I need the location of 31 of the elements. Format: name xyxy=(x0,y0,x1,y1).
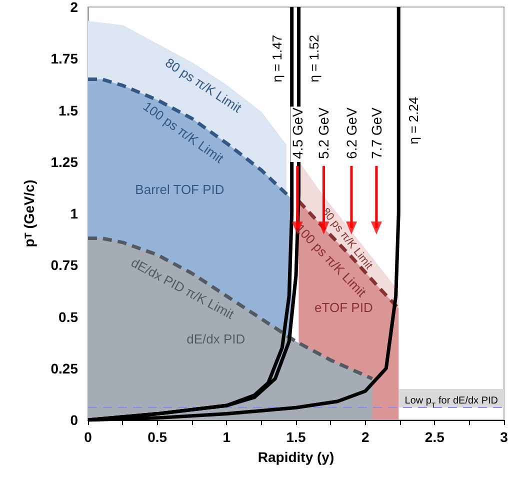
x-tick-label: 2.5 xyxy=(424,429,445,445)
y-tick-label: 0.5 xyxy=(58,308,78,325)
annotation: 4.5 GeV xyxy=(289,106,306,159)
series-label: Barrel TOF PID xyxy=(135,182,224,197)
x-tick-label: 2 xyxy=(361,429,370,445)
y-tick-label: 1.25 xyxy=(50,154,78,170)
y-tick-label: 0.25 xyxy=(50,360,78,376)
x-tick-label: 0 xyxy=(84,429,92,445)
y-tick-label: 2 xyxy=(70,0,78,15)
y-axis-title: pT (GeV/c) xyxy=(21,180,37,248)
annotation: η = 1.52 xyxy=(306,34,322,82)
y-tick-label: 1.75 xyxy=(50,50,78,67)
annotation: 5.2 GeV xyxy=(316,106,332,159)
annotation: η = 2.24 xyxy=(406,96,422,144)
y-tick-label: 0.75 xyxy=(50,257,78,274)
x-tick-label: 1.5 xyxy=(286,429,306,445)
annotation: dE/dx PID π/K Limit xyxy=(128,254,237,322)
y-tick-label: 1.5 xyxy=(58,102,78,118)
x-axis-title: Rapidity (y) xyxy=(258,449,334,465)
annotation: 6.2 GeV xyxy=(343,106,360,159)
annotation: 80 ps π/K Limit xyxy=(162,54,245,116)
y-tick-label: 1 xyxy=(70,206,78,222)
annotation: 7.7 GeV xyxy=(368,106,384,159)
annotation: η = 1.47 xyxy=(269,34,284,82)
x-tick-label: 1 xyxy=(222,429,231,445)
x-tick-label: 3 xyxy=(500,429,508,445)
ref-line-label: Low p$_{T}$ for dE/dx PID xyxy=(404,396,498,410)
y-tick-label: 0 xyxy=(70,412,78,428)
x-tick-label: 0.5 xyxy=(148,429,168,445)
series-label: dE/dx PID xyxy=(186,332,246,347)
series-label: eTOF PID xyxy=(314,300,373,315)
